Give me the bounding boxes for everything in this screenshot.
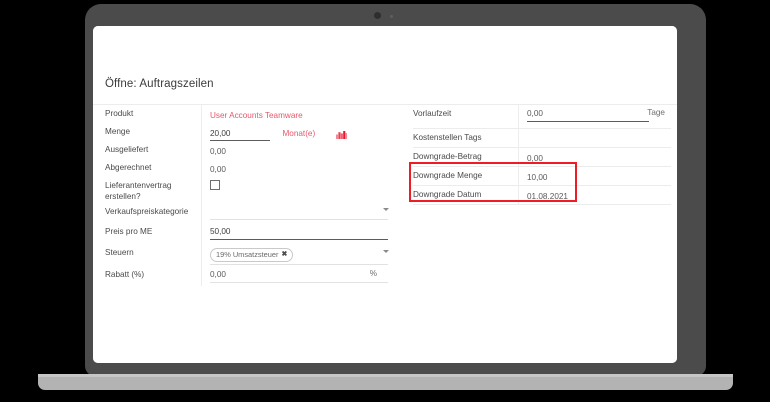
field-label-kostenstellen-tags: Kostenstellen Tags: [413, 133, 482, 142]
field-row-abgerechnet: Abgerechnet 0,00: [105, 159, 395, 177]
laptop-base: [38, 374, 733, 390]
field-label-downgrade-betrag: Downgrade-Betrag: [413, 152, 482, 161]
rabatt-unit-label: %: [369, 269, 377, 278]
form-column-left: Produkt User Accounts Teamware Menge 20,…: [105, 105, 395, 286]
close-icon[interactable]: ✖: [281, 251, 288, 258]
field-label-downgrade-menge: Downgrade Menge: [413, 171, 483, 180]
field-value-verkaufspreiskategorie[interactable]: [201, 203, 395, 223]
field-row-menge: Menge 20,00 Monat(e): [105, 123, 395, 141]
field-row-produkt: Produkt User Accounts Teamware: [105, 105, 395, 123]
laptop-screen: Öffne: Auftragszeilen Produkt User Accou…: [93, 26, 677, 363]
field-label-steuern: Steuern: [105, 248, 134, 257]
field-label-rabatt: Rabatt (%): [105, 270, 145, 279]
abgerechnet-value: 0,00: [210, 165, 226, 174]
menge-input[interactable]: 20,00: [210, 125, 270, 141]
field-label-preis-pro-me: Preis pro ME: [105, 227, 153, 236]
field-value-rabatt[interactable]: 0,00 %: [201, 266, 395, 286]
field-label-ausgeliefert: Ausgeliefert: [105, 145, 149, 154]
order-line-form: Produkt User Accounts Teamware Menge 20,…: [93, 105, 677, 363]
field-label-vorlaufzeit: Vorlaufzeit: [413, 109, 452, 118]
field-value-ausgeliefert[interactable]: 0,00: [201, 141, 395, 159]
field-label-produkt: Produkt: [105, 109, 134, 118]
field-label-lieferantenvertrag: Lieferantenvertrag erstellen?: [105, 181, 172, 201]
field-row-lieferantenvertrag: Lieferantenvertrag erstellen?: [105, 177, 395, 203]
app-header: Öffne: Auftragszeilen: [93, 26, 677, 105]
downgrade-menge-value: 10,00: [527, 173, 548, 182]
field-value-downgrade-menge[interactable]: 10,00: [518, 167, 671, 185]
chevron-down-icon[interactable]: [383, 208, 389, 211]
downgrade-datum-value: 01.08.2021: [527, 192, 568, 201]
form-column-right: Vorlaufzeit 0,00 Tage Kostenstellen Tags…: [409, 105, 671, 205]
ausgeliefert-value: 0,00: [210, 147, 226, 156]
field-row-vorlaufzeit: Vorlaufzeit 0,00 Tage: [413, 105, 671, 129]
steuern-chip[interactable]: 19% Umsatzsteuer ✖: [210, 248, 294, 262]
field-label-abgerechnet: Abgerechnet: [105, 163, 152, 172]
laptop-camera-icon: [374, 12, 381, 19]
field-row-steuern: Steuern 19% Umsatzsteuer ✖: [105, 244, 395, 266]
laptop-camera-indicator-icon: [390, 15, 393, 18]
vorlaufzeit-input[interactable]: 0,00: [527, 105, 649, 122]
field-value-kostenstellen-tags[interactable]: [518, 129, 671, 147]
menge-unit-label: Monat(e): [282, 129, 316, 138]
field-value-preis-pro-me[interactable]: 50,00: [201, 223, 395, 244]
downgrade-betrag-value: 0,00: [527, 154, 543, 163]
field-row-verkaufspreiskategorie: Verkaufspreiskategorie: [105, 203, 395, 223]
steuern-chip-label: 19% Umsatzsteuer: [216, 250, 279, 259]
field-row-kostenstellen-tags: Kostenstellen Tags: [413, 129, 671, 148]
field-value-steuern[interactable]: 19% Umsatzsteuer ✖: [201, 244, 395, 266]
field-value-produkt[interactable]: User Accounts Teamware: [201, 105, 395, 123]
lieferantenvertrag-checkbox[interactable]: [210, 180, 220, 190]
field-value-downgrade-betrag[interactable]: 0,00: [518, 148, 671, 166]
field-value-downgrade-datum[interactable]: 01.08.2021: [518, 186, 671, 204]
page-title: Öffne: Auftragszeilen: [105, 78, 214, 90]
field-label-verkaufspreiskategorie: Verkaufspreiskategorie: [105, 207, 189, 216]
steuern-chip-holder[interactable]: 19% Umsatzsteuer ✖: [210, 244, 388, 265]
chart-icon[interactable]: [335, 126, 347, 139]
vorlaufzeit-unit-label: Tage: [647, 108, 665, 117]
rabatt-input[interactable]: 0,00: [210, 266, 388, 283]
kostenstellen-tags-value: [527, 131, 529, 145]
field-value-menge[interactable]: 20,00 Monat(e): [201, 123, 395, 141]
field-label-menge: Menge: [105, 127, 131, 136]
field-row-rabatt: Rabatt (%) 0,00 %: [105, 266, 395, 286]
field-row-ausgeliefert: Ausgeliefert 0,00: [105, 141, 395, 159]
verkaufspreiskategorie-select[interactable]: [210, 203, 388, 220]
field-label-downgrade-datum: Downgrade Datum: [413, 190, 482, 199]
field-row-downgrade-betrag: Downgrade-Betrag 0,00: [413, 148, 671, 167]
field-row-downgrade-datum: Downgrade Datum 01.08.2021: [413, 186, 671, 205]
preis-pro-me-input[interactable]: 50,00: [210, 223, 388, 240]
field-value-lieferantenvertrag[interactable]: [201, 177, 395, 203]
field-row-preis-pro-me: Preis pro ME 50,00: [105, 223, 395, 244]
chevron-down-icon[interactable]: [383, 250, 389, 253]
field-row-downgrade-menge: Downgrade Menge 10,00: [413, 167, 671, 186]
field-value-abgerechnet[interactable]: 0,00: [201, 159, 395, 177]
produkt-value: User Accounts Teamware: [210, 111, 303, 120]
field-value-vorlaufzeit[interactable]: 0,00 Tage: [518, 105, 671, 128]
laptop-base-lip: [38, 374, 733, 377]
